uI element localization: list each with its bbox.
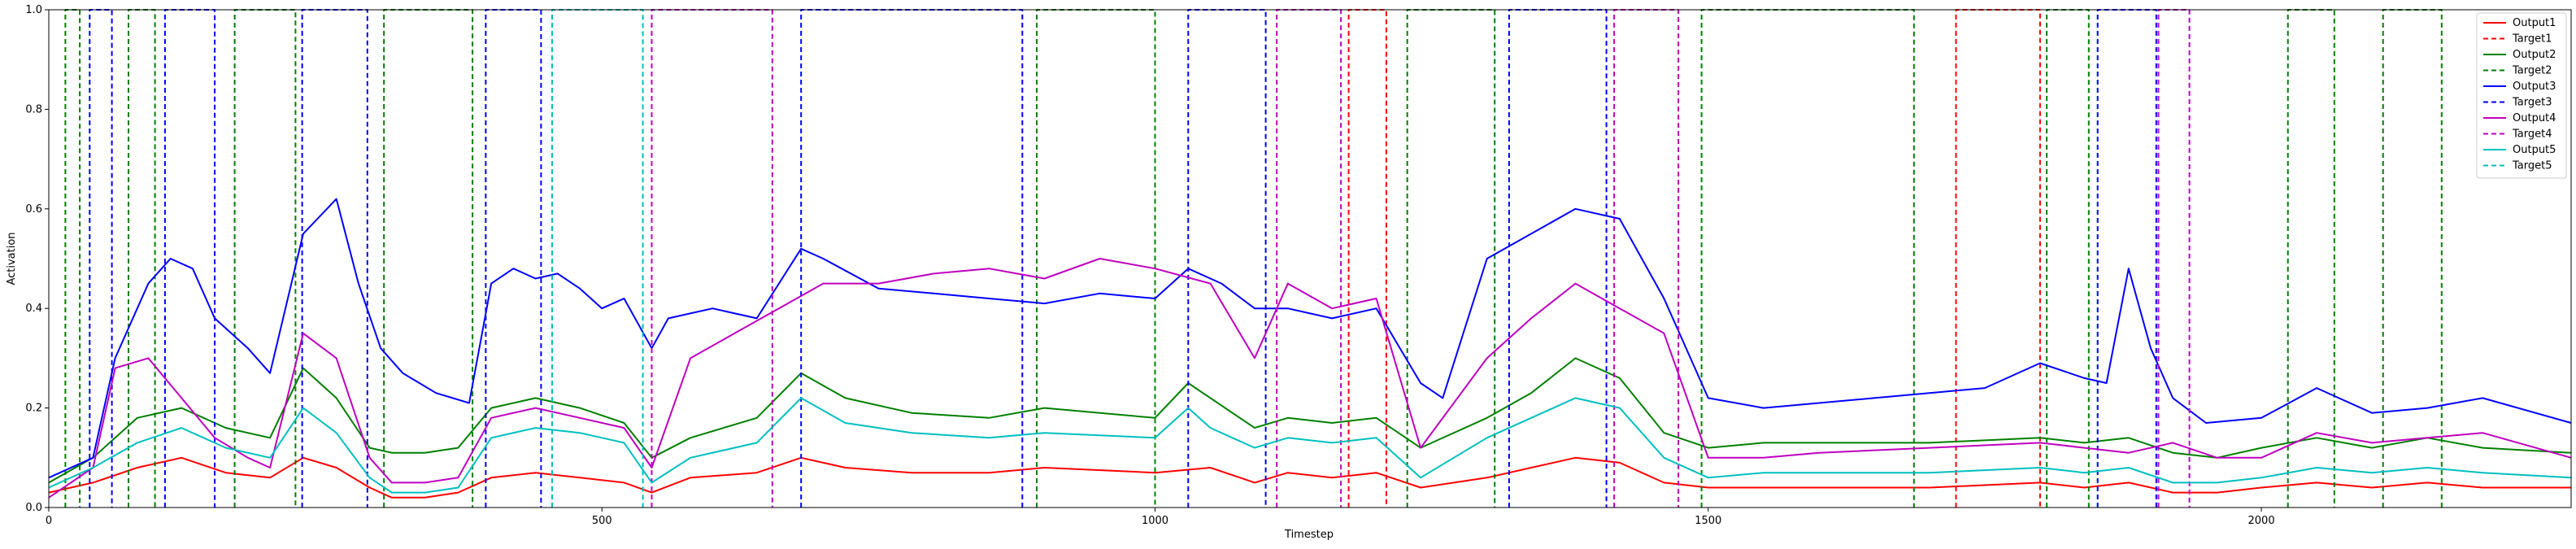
legend-label-output3: Output3 — [2513, 81, 2556, 93]
x-tick-label: 500 — [592, 515, 612, 527]
series-line-output5 — [48, 397, 2572, 494]
y-axis-ticks: 0.0 0.2 0.4 0.6 0.8 1.0 — [25, 4, 49, 514]
plot-frame — [48, 9, 2572, 508]
x-axis-label: Timestep — [1284, 529, 1334, 541]
legend-label-output1: Output1 — [2513, 17, 2556, 29]
y-tick-label: 0.4 — [25, 303, 42, 315]
series-line-output3 — [48, 198, 2572, 479]
series-line-output2 — [48, 357, 2572, 484]
legend-label-target4: Target4 — [2512, 129, 2552, 141]
x-tick-label: 1000 — [1142, 515, 1168, 527]
x-tick-label: 2000 — [2248, 515, 2275, 527]
legend-label-target3: Target3 — [2512, 97, 2552, 109]
y-axis-label: Activation — [6, 232, 18, 285]
legend-label-output4: Output4 — [2513, 112, 2556, 124]
legend-label-target2: Target2 — [2512, 65, 2552, 77]
legend-label-target5: Target5 — [2512, 160, 2552, 172]
legend-label-output2: Output2 — [2513, 49, 2556, 61]
x-axis-ticks: 0 500 1000 1500 2000 — [46, 508, 2275, 527]
series-line-output1 — [48, 456, 2571, 499]
y-tick-label: 1.0 — [25, 4, 42, 16]
legend-label-output5: Output5 — [2513, 144, 2556, 156]
y-tick-label: 0.8 — [25, 103, 42, 115]
x-tick-label: 0 — [46, 515, 52, 527]
legend-label-target1: Target1 — [2512, 33, 2552, 46]
y-tick-label: 0.0 — [25, 502, 42, 514]
y-tick-label: 0.2 — [25, 403, 42, 415]
legend: Output1 Target1 Output2 Target2 Output3 Targe… — [2476, 12, 2567, 179]
series-line-target5 — [551, 9, 644, 508]
y-tick-label: 0.6 — [25, 203, 42, 216]
x-tick-label: 1500 — [1695, 515, 1721, 527]
series-line-output4 — [48, 258, 2572, 499]
